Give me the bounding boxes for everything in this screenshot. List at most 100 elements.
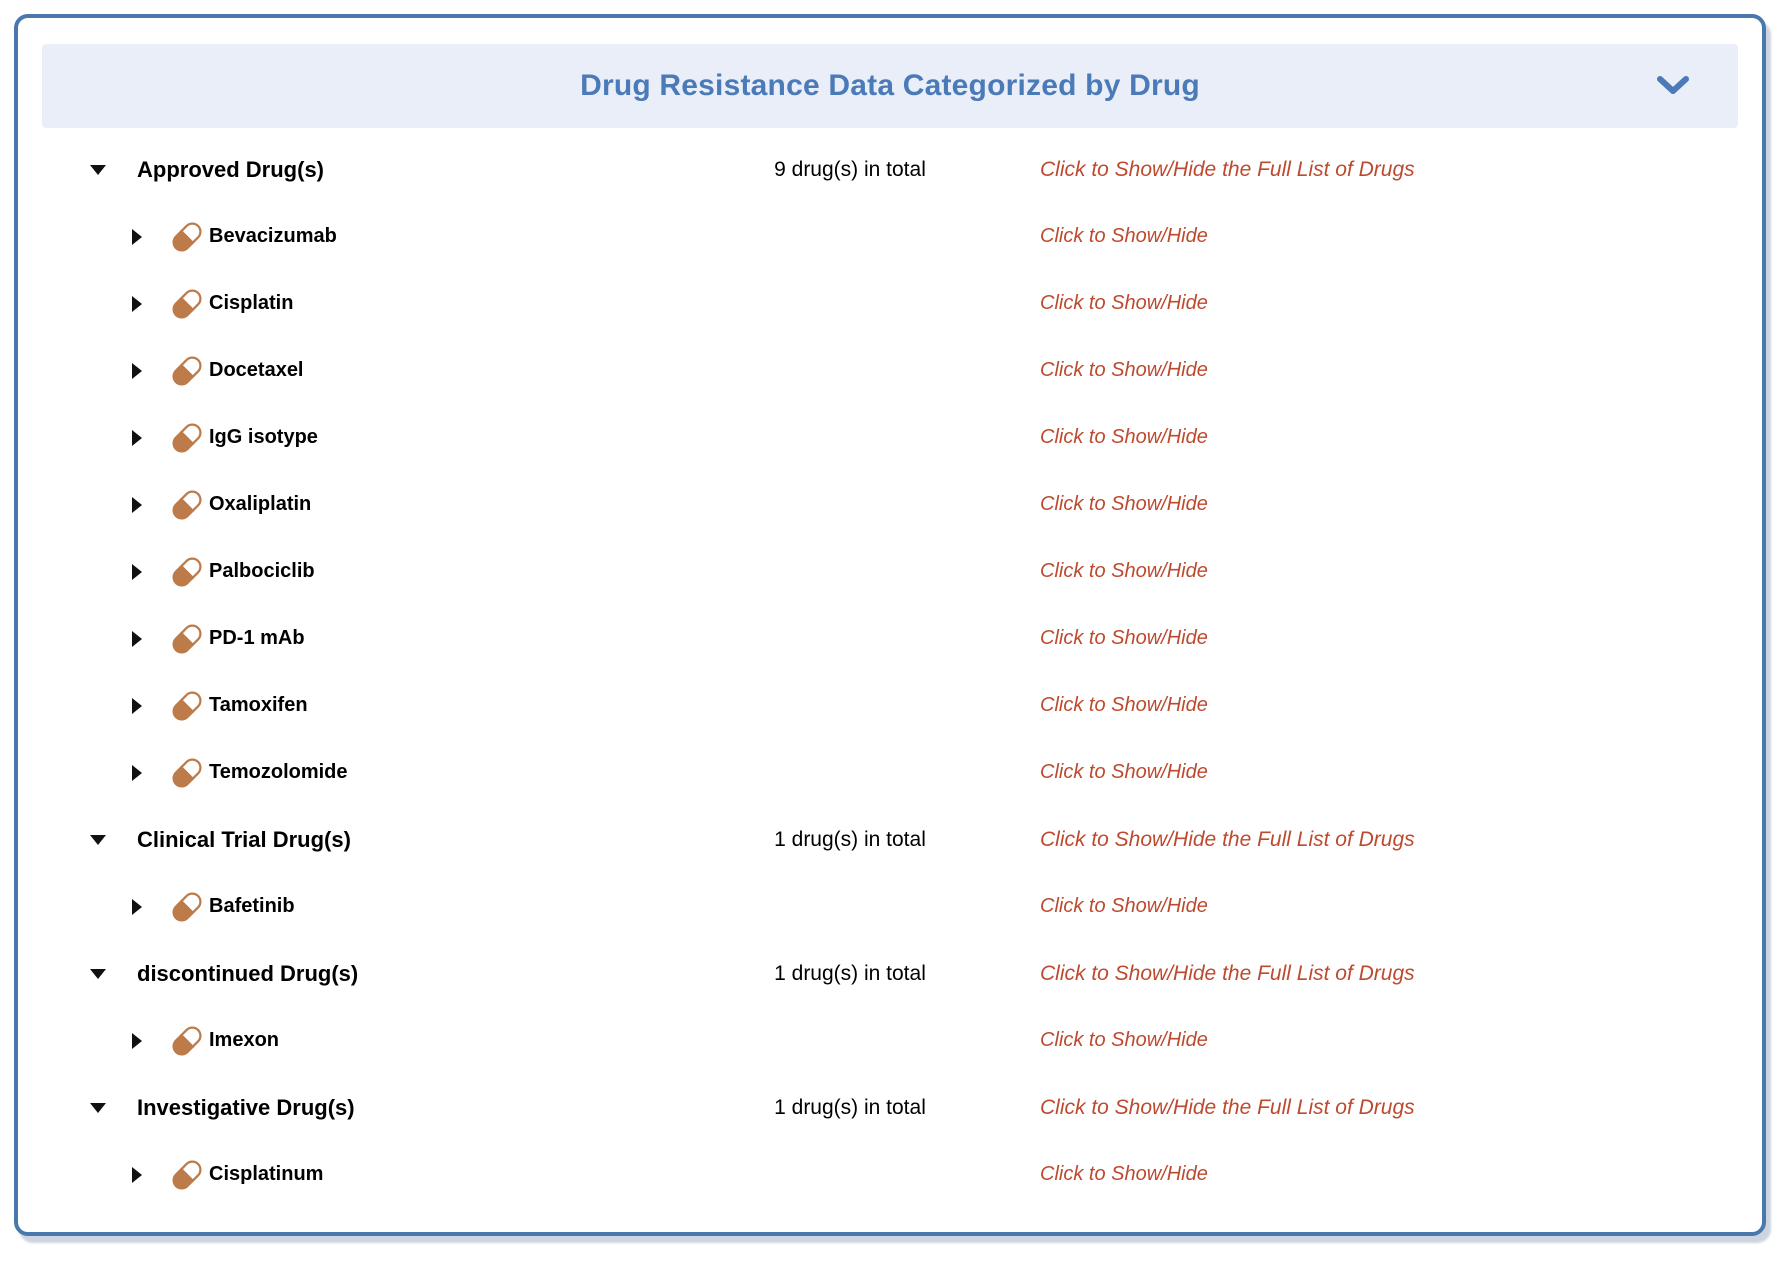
drug-row: Cisplatin Click to Show/Hide bbox=[42, 270, 1738, 337]
drug-toggle-link[interactable]: Click to Show/Hide bbox=[1040, 292, 1208, 314]
drug-name: Palbociclib bbox=[209, 560, 315, 582]
caret-right-icon[interactable] bbox=[132, 496, 142, 513]
caret-right-icon[interactable] bbox=[132, 630, 142, 647]
pill-icon bbox=[169, 554, 205, 590]
pill-icon bbox=[169, 688, 205, 724]
drug-name: Temozolomide bbox=[209, 761, 348, 783]
chevron-down-icon[interactable] bbox=[1656, 76, 1690, 96]
caret-right-icon[interactable] bbox=[132, 1166, 142, 1183]
drug-name-cell: Docetaxel bbox=[90, 353, 690, 389]
category-row: Investigative Drug(s) 1 drug(s) in total… bbox=[42, 1074, 1738, 1141]
drug-link-cell: Click to Show/Hide bbox=[1040, 426, 1738, 449]
drug-name-cell: Oxaliplatin bbox=[90, 487, 690, 523]
drug-name-cell: Cisplatin bbox=[90, 286, 690, 322]
panel-title: Drug Resistance Data Categorized by Drug bbox=[580, 69, 1200, 102]
category-toggle-link[interactable]: Click to Show/Hide the Full List of Drug… bbox=[1040, 827, 1415, 851]
drug-row: Docetaxel Click to Show/Hide bbox=[42, 337, 1738, 404]
caret-down-icon[interactable] bbox=[90, 834, 106, 845]
pill-icon bbox=[169, 889, 205, 925]
category-toggle-link[interactable]: Click to Show/Hide the Full List of Drug… bbox=[1040, 961, 1415, 985]
category-row: Clinical Trial Drug(s) 1 drug(s) in tota… bbox=[42, 806, 1738, 873]
caret-right-icon[interactable] bbox=[132, 295, 142, 312]
pill-icon bbox=[169, 353, 205, 389]
drug-link-cell: Click to Show/Hide bbox=[1040, 359, 1738, 382]
drug-name: IgG isotype bbox=[209, 426, 318, 448]
drug-link-cell: Click to Show/Hide bbox=[1040, 895, 1738, 918]
caret-right-icon[interactable] bbox=[132, 563, 142, 580]
drug-toggle-link[interactable]: Click to Show/Hide bbox=[1040, 225, 1208, 247]
drug-link-cell: Click to Show/Hide bbox=[1040, 1029, 1738, 1052]
drug-toggle-link[interactable]: Click to Show/Hide bbox=[1040, 694, 1208, 716]
drug-name-cell: Temozolomide bbox=[90, 755, 690, 791]
category-total: 1 drug(s) in total bbox=[774, 827, 926, 851]
pill-icon bbox=[169, 219, 205, 255]
drug-toggle-link[interactable]: Click to Show/Hide bbox=[1040, 761, 1208, 783]
category-link-cell: Click to Show/Hide the Full List of Drug… bbox=[1040, 1096, 1738, 1120]
drug-name-cell: Cisplatinum bbox=[90, 1157, 690, 1193]
caret-down-icon[interactable] bbox=[90, 1102, 106, 1113]
drug-row: PD-1 mAb Click to Show/Hide bbox=[42, 605, 1738, 672]
drug-row: Tamoxifen Click to Show/Hide bbox=[42, 672, 1738, 739]
drug-toggle-link[interactable]: Click to Show/Hide bbox=[1040, 895, 1208, 917]
drug-row: Bevacizumab Click to Show/Hide bbox=[42, 203, 1738, 270]
category-label: Approved Drug(s) bbox=[137, 156, 324, 182]
caret-right-icon[interactable] bbox=[132, 764, 142, 781]
drug-row: Cisplatinum Click to Show/Hide bbox=[42, 1141, 1738, 1208]
drug-row: Palbociclib Click to Show/Hide bbox=[42, 538, 1738, 605]
drug-link-cell: Click to Show/Hide bbox=[1040, 627, 1738, 650]
caret-down-icon[interactable] bbox=[90, 968, 106, 979]
drug-link-cell: Click to Show/Hide bbox=[1040, 493, 1738, 516]
drug-row: Imexon Click to Show/Hide bbox=[42, 1007, 1738, 1074]
caret-right-icon[interactable] bbox=[132, 228, 142, 245]
drug-link-cell: Click to Show/Hide bbox=[1040, 292, 1738, 315]
category-row: Approved Drug(s) 9 drug(s) in total Clic… bbox=[42, 136, 1738, 203]
drug-link-cell: Click to Show/Hide bbox=[1040, 560, 1738, 583]
drug-toggle-link[interactable]: Click to Show/Hide bbox=[1040, 560, 1208, 582]
drug-name: PD-1 mAb bbox=[209, 627, 305, 649]
drug-name: Cisplatinum bbox=[209, 1163, 324, 1185]
panel-header[interactable]: Drug Resistance Data Categorized by Drug bbox=[42, 44, 1738, 128]
drug-name-cell: Bevacizumab bbox=[90, 219, 690, 255]
drug-toggle-link[interactable]: Click to Show/Hide bbox=[1040, 627, 1208, 649]
drug-toggle-link[interactable]: Click to Show/Hide bbox=[1040, 1029, 1208, 1051]
drug-toggle-link[interactable]: Click to Show/Hide bbox=[1040, 359, 1208, 381]
drug-category-tree: Approved Drug(s) 9 drug(s) in total Clic… bbox=[42, 128, 1738, 1208]
category-toggle-link[interactable]: Click to Show/Hide the Full List of Drug… bbox=[1040, 157, 1415, 181]
category-link-cell: Click to Show/Hide the Full List of Drug… bbox=[1040, 962, 1738, 986]
drug-name-cell: Tamoxifen bbox=[90, 688, 690, 724]
drug-name: Cisplatin bbox=[209, 292, 294, 314]
category-link-cell: Click to Show/Hide the Full List of Drug… bbox=[1040, 158, 1738, 182]
pill-icon bbox=[169, 1023, 205, 1059]
category-row: discontinued Drug(s) 1 drug(s) in total … bbox=[42, 940, 1738, 1007]
drug-resistance-panel: Drug Resistance Data Categorized by Drug… bbox=[14, 14, 1766, 1236]
drug-name-cell: PD-1 mAb bbox=[90, 621, 690, 657]
drug-link-cell: Click to Show/Hide bbox=[1040, 225, 1738, 248]
drug-toggle-link[interactable]: Click to Show/Hide bbox=[1040, 1163, 1208, 1185]
drug-name-cell: Palbociclib bbox=[90, 554, 690, 590]
category-toggle-link[interactable]: Click to Show/Hide the Full List of Drug… bbox=[1040, 1095, 1415, 1119]
drug-name: Imexon bbox=[209, 1029, 280, 1051]
drug-name: Oxaliplatin bbox=[209, 493, 312, 515]
drug-name: Docetaxel bbox=[209, 359, 304, 381]
drug-row: IgG isotype Click to Show/Hide bbox=[42, 404, 1738, 471]
caret-down-icon[interactable] bbox=[90, 164, 106, 175]
caret-right-icon[interactable] bbox=[132, 362, 142, 379]
drug-toggle-link[interactable]: Click to Show/Hide bbox=[1040, 426, 1208, 448]
pill-icon bbox=[169, 420, 205, 456]
caret-right-icon[interactable] bbox=[132, 429, 142, 446]
pill-icon bbox=[169, 286, 205, 322]
pill-icon bbox=[169, 755, 205, 791]
caret-right-icon[interactable] bbox=[132, 697, 142, 714]
category-name-cell: Investigative Drug(s) bbox=[90, 1095, 690, 1121]
drug-toggle-link[interactable]: Click to Show/Hide bbox=[1040, 493, 1208, 515]
category-total: 9 drug(s) in total bbox=[774, 157, 926, 181]
pill-icon bbox=[169, 621, 205, 657]
caret-right-icon[interactable] bbox=[132, 898, 142, 915]
category-total: 1 drug(s) in total bbox=[774, 961, 926, 985]
drug-row: Temozolomide Click to Show/Hide bbox=[42, 739, 1738, 806]
drug-row: Bafetinib Click to Show/Hide bbox=[42, 873, 1738, 940]
drug-name-cell: Imexon bbox=[90, 1023, 690, 1059]
caret-right-icon[interactable] bbox=[132, 1032, 142, 1049]
drug-link-cell: Click to Show/Hide bbox=[1040, 694, 1738, 717]
category-name-cell: Approved Drug(s) bbox=[90, 157, 690, 183]
